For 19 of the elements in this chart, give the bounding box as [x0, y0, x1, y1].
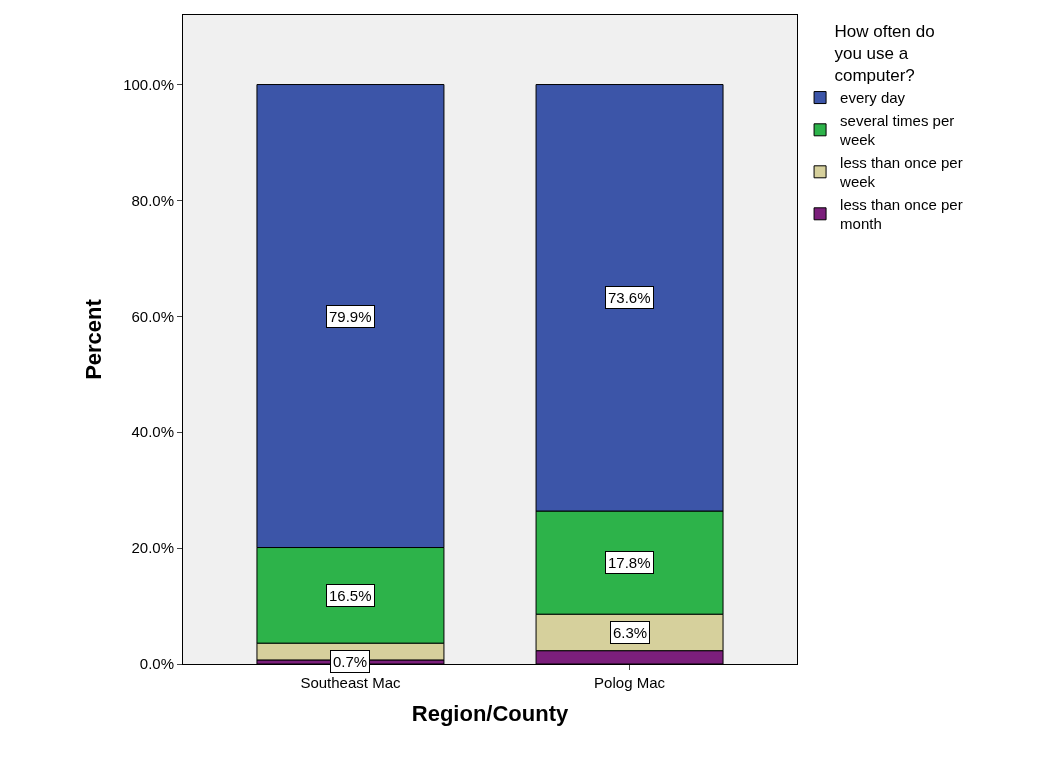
y-tick-label: 0.0% [139, 655, 174, 673]
data-label: 16.5% [329, 587, 372, 604]
y-tick-label: 60.0% [131, 307, 174, 325]
data-label: 17.8% [608, 554, 651, 571]
y-tick-label: 80.0% [131, 191, 174, 209]
y-axis-title: Percent [80, 298, 106, 380]
legend-label: every day [840, 89, 906, 107]
data-label: 79.9% [329, 308, 372, 325]
data-label: 73.6% [608, 289, 651, 306]
x-axis-title: Region/County [411, 700, 569, 726]
y-tick-label: 100.0% [123, 75, 174, 93]
x-tick-label: Southeast Mac [300, 674, 401, 691]
y-tick-label: 40.0% [131, 423, 174, 441]
legend-title: How often do you use a computer? [834, 22, 935, 86]
x-tick-label: Polog Mac [594, 674, 666, 691]
legend-label: less than once per month [840, 195, 963, 233]
data-label: 6.3% [613, 624, 648, 641]
y-tick-label: 20.0% [131, 539, 174, 557]
data-label: 0.7% [333, 653, 368, 670]
